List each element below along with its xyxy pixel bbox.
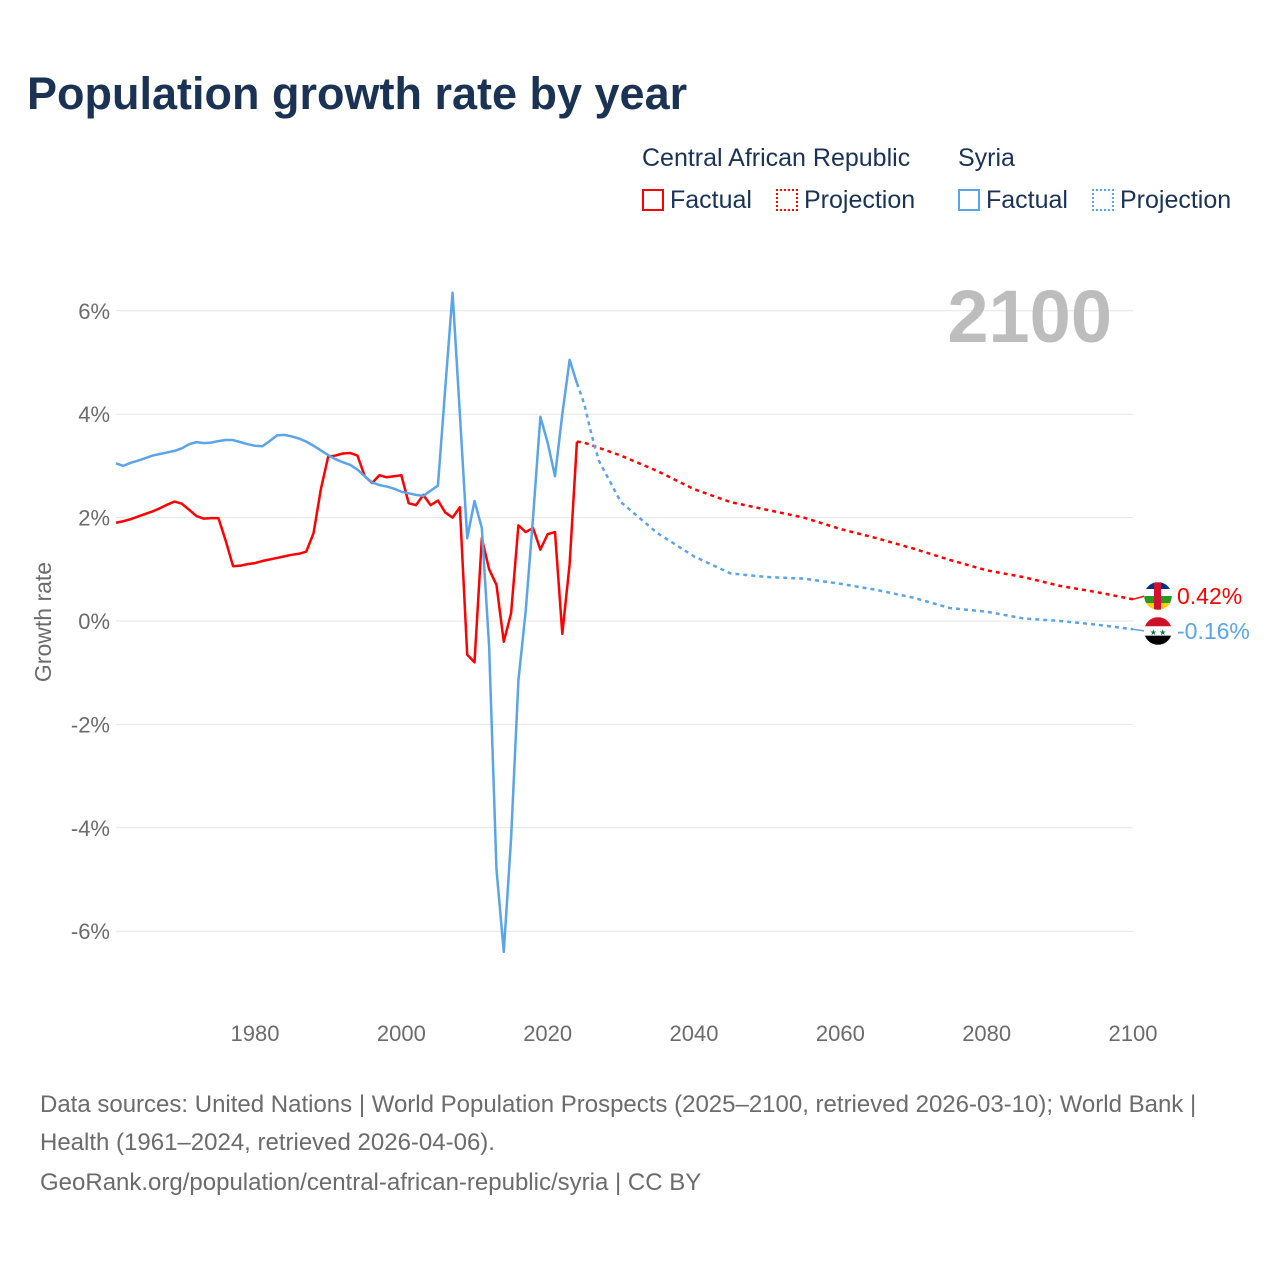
svg-text:★ ★: ★ ★ — [1150, 628, 1167, 637]
footer-sources: Data sources: United Nations | World Pop… — [40, 1091, 1197, 1156]
series-projection-line — [575, 382, 1134, 631]
x-tick-label: 2080 — [962, 1021, 1011, 1046]
legend-swatch-solid — [642, 189, 664, 211]
y-tick-label: -6% — [71, 919, 110, 944]
footer-credit[interactable]: GeoRank.org/population/central-african-r… — [40, 1169, 702, 1196]
legend-syria-projection[interactable]: Projection — [1092, 186, 1231, 215]
y-tick-label: 6% — [78, 299, 110, 324]
legend-label: Factual — [986, 186, 1068, 214]
legend-car-factual[interactable]: Factual — [642, 186, 752, 215]
legend-group-syria: Syria — [958, 144, 1015, 172]
x-tick-label: 2040 — [670, 1021, 719, 1046]
y-tick-label: 2% — [78, 506, 110, 531]
label-connector — [1132, 628, 1146, 632]
end-value-label: -0.16% — [1177, 618, 1250, 644]
series-projection-line — [576, 440, 1134, 601]
legend-group-car: Central African Republic — [642, 144, 911, 172]
legend-syria-factual[interactable]: Factual — [958, 186, 1068, 215]
year-watermark: 2100 — [947, 275, 1112, 358]
legend-car-projection[interactable]: Projection — [776, 186, 915, 215]
legend-label: Factual — [670, 186, 752, 214]
chart-title: Population growth rate by year — [27, 68, 688, 119]
end-value-label: 0.42% — [1177, 583, 1242, 609]
x-tick-label: 2000 — [377, 1021, 426, 1046]
y-tick-label: 0% — [78, 609, 110, 634]
plot-area: -6% -4% -2% 0% 2% 4% 6% 1980 2000 2020 2040 2060 208… — [30, 275, 1250, 1046]
y-tick-label: -2% — [71, 712, 110, 737]
y-tick-label: 4% — [78, 402, 110, 427]
car-flag-icon — [1144, 582, 1172, 610]
series-factual-line — [115, 291, 579, 954]
label-connector — [1132, 595, 1146, 601]
syria-flag-icon: ★ ★ — [1144, 617, 1172, 645]
legend-swatch-dotted — [1092, 189, 1114, 211]
x-tick-label: 2100 — [1109, 1021, 1158, 1046]
y-axis-label: Growth rate — [30, 562, 56, 682]
legend-swatch-dotted — [776, 189, 798, 211]
legend-label: Projection — [804, 186, 916, 214]
x-tick-label: 2060 — [816, 1021, 865, 1046]
legend-label: Projection — [1120, 186, 1232, 214]
x-tick-label: 1980 — [231, 1021, 280, 1046]
y-tick-label: -4% — [71, 816, 110, 841]
x-tick-label: 2020 — [523, 1021, 572, 1046]
legend-swatch-solid — [958, 189, 980, 211]
series-factual-line — [115, 441, 579, 664]
